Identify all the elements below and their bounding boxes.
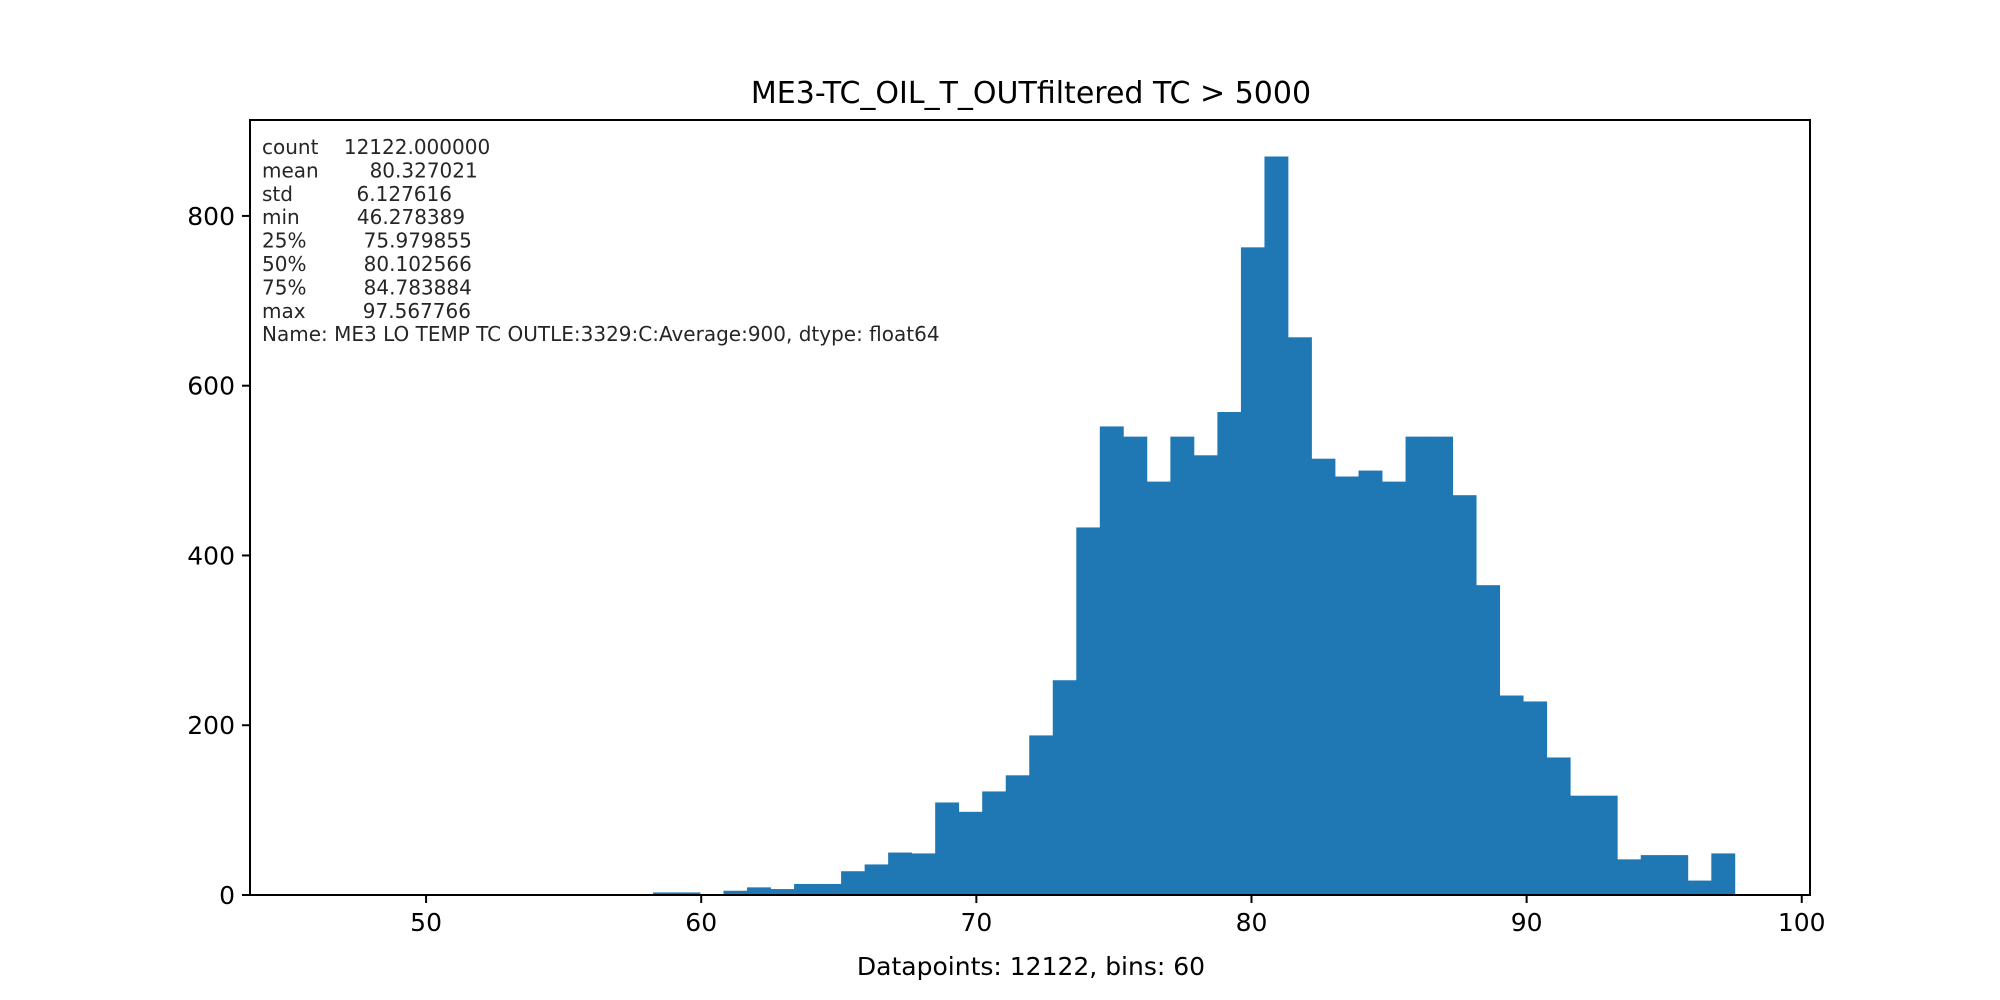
stats-line: std 6.127616 [262, 182, 452, 206]
histogram-bar [1523, 701, 1548, 895]
y-tick-label: 400 [187, 541, 235, 570]
x-tick-label: 60 [685, 908, 717, 937]
x-axis-label: Datapoints: 12122, bins: 60 [857, 952, 1205, 981]
histogram-bar [1546, 757, 1571, 895]
histogram-bar [1499, 695, 1524, 895]
histogram-bar [817, 883, 842, 895]
histogram-bar [1335, 476, 1359, 895]
x-axis: 50 60 70 80 90 100 [410, 895, 1826, 937]
y-axis: 0 200 400 600 800 [187, 202, 250, 910]
histogram-bar [1123, 436, 1148, 895]
histogram-bar [1452, 495, 1477, 895]
y-tick-label: 600 [187, 372, 235, 401]
stats-line: Name: ME3 LO TEMP TC OUTLE:3329:C:Averag… [262, 322, 940, 346]
histogram-bar [1405, 436, 1430, 895]
x-tick-label: 100 [1778, 908, 1826, 937]
histogram-bar [935, 802, 960, 895]
x-tick-label: 70 [960, 908, 992, 937]
stats-line: 25% 75.979855 [262, 229, 472, 253]
histogram-bar [1640, 855, 1665, 895]
histogram-bar [1076, 527, 1101, 895]
histogram-bar [1193, 455, 1218, 895]
histogram-bar [1099, 426, 1124, 895]
histogram-bar [1146, 481, 1171, 895]
histogram-bar [1617, 859, 1642, 895]
y-tick-label: 800 [187, 202, 235, 231]
histogram-bar [1664, 855, 1689, 895]
histogram-bars [323, 156, 1736, 896]
plot-frame [249, 119, 1811, 896]
histogram-bar [864, 864, 889, 895]
histogram-bar [723, 890, 748, 895]
histogram-bar [982, 791, 1007, 895]
histogram-bar [1264, 156, 1289, 895]
histogram-bar [1570, 795, 1595, 895]
stats-line: min 46.278389 [262, 205, 465, 229]
histogram-bar [1287, 337, 1312, 896]
histogram-bar [652, 892, 677, 895]
histogram-bar [794, 883, 818, 895]
x-tick-label: 80 [1236, 908, 1268, 937]
chart-title: ME3-TC_OIL_T_OUTfiltered TC > 5000 [751, 76, 1311, 111]
histogram-bar [1429, 436, 1454, 895]
histogram-bar [1476, 585, 1501, 895]
histogram-bar [676, 892, 701, 895]
stats-line: 50% 80.102566 [262, 252, 472, 276]
x-tick-label: 90 [1511, 908, 1543, 937]
histogram-bar [770, 889, 795, 895]
histogram-bar [911, 853, 936, 895]
histogram-bar [841, 871, 866, 895]
histogram-bar [1052, 680, 1077, 895]
x-tick-label: 50 [410, 908, 442, 937]
histogram-bar [1005, 775, 1030, 895]
histogram-bar [1029, 735, 1054, 895]
histogram-bar [1311, 458, 1336, 895]
stats-line: 75% 84.783884 [262, 275, 472, 299]
histogram-bar [1382, 481, 1406, 895]
histogram-bar [1240, 247, 1265, 895]
histogram-bar [1358, 470, 1383, 895]
histogram-bar [888, 852, 913, 895]
histogram-bar [1170, 436, 1195, 895]
y-tick-label: 0 [219, 881, 235, 910]
stats-line: mean 80.327021 [262, 158, 478, 182]
stats-line: max 97.567766 [262, 299, 471, 323]
histogram-bar [1217, 412, 1242, 895]
histogram-bar [1687, 880, 1712, 895]
histogram-bar [1593, 795, 1618, 895]
stats-line: count 12122.000000 [262, 135, 490, 159]
histogram-bar [958, 811, 983, 895]
y-tick-label: 200 [187, 711, 235, 740]
histogram-bar [1711, 853, 1736, 895]
histogram-bar [747, 887, 771, 895]
